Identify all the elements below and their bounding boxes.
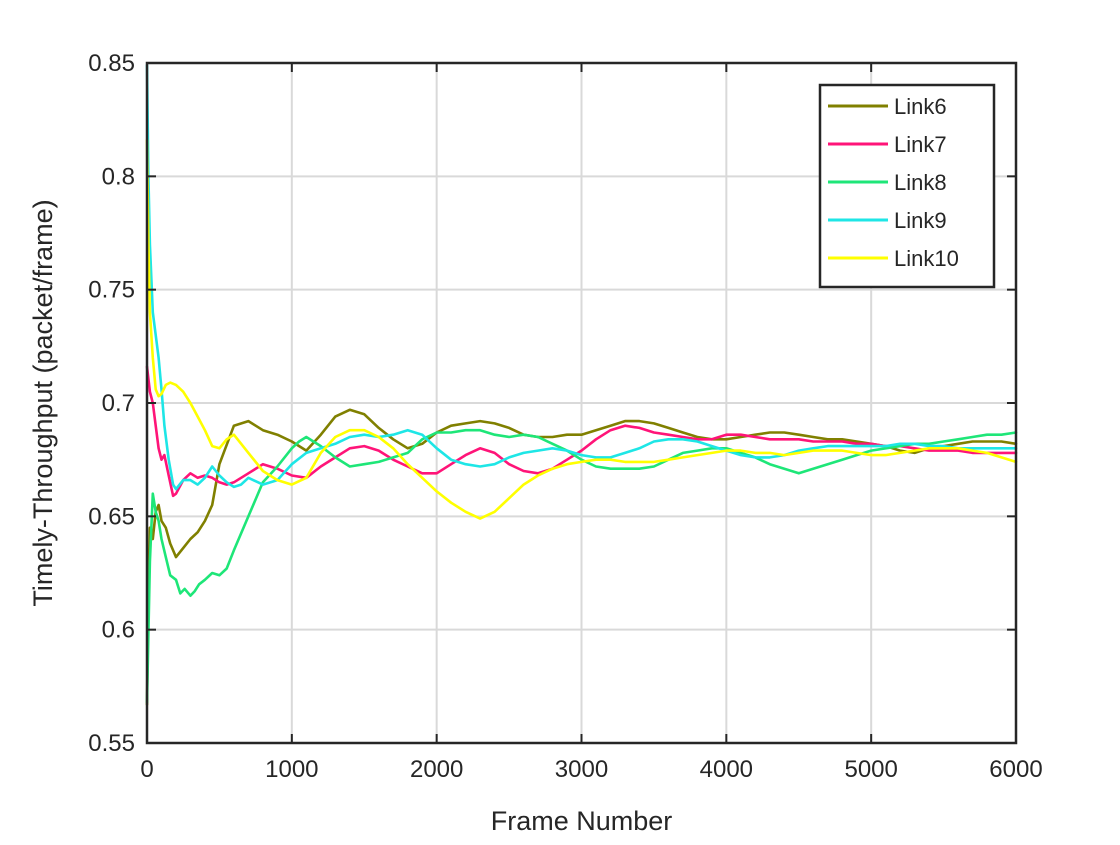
y-tick-label: 0.6: [102, 617, 135, 644]
series-line-link9: [145, 64, 1018, 491]
x-tick-label: 4000: [700, 756, 753, 783]
y-tick-label: 0.8: [102, 163, 135, 190]
series-line-link7: [145, 365, 1018, 498]
series-line-link6: [145, 408, 1018, 706]
legend-label-link10: Link10: [894, 246, 959, 271]
axis-ticks: 0 1000 2000 3000 4000 5000 6000 0.55 0.6 0.65 0.7 0…: [88, 50, 1042, 783]
legend: Link6 Link7 Link8 Link9 Link10: [818, 83, 996, 289]
legend-label-link6: Link6: [894, 94, 947, 119]
legend-box: [818, 83, 996, 289]
x-tick-label: 6000: [989, 756, 1042, 783]
x-tick-label: 0: [140, 756, 153, 783]
legend-label-link8: Link8: [894, 170, 947, 195]
data-series: [145, 64, 1018, 706]
axis-labels: Frame Number Timely-Throughput (packet/f…: [28, 199, 672, 836]
y-tick-label: 0.55: [88, 730, 135, 757]
series-line-link10: [145, 138, 1018, 520]
y-tick-label: 0.75: [88, 277, 135, 304]
series-line-link8: [145, 428, 1018, 704]
x-tick-label: 1000: [265, 756, 318, 783]
y-tick-label: 0.7: [102, 390, 135, 417]
x-tick-label: 5000: [844, 756, 897, 783]
x-tick-label: 3000: [555, 756, 608, 783]
x-axis-label: Frame Number: [491, 806, 673, 836]
legend-label-link7: Link7: [894, 132, 947, 157]
y-tick-label: 0.85: [88, 50, 135, 77]
x-tick-label: 2000: [410, 756, 463, 783]
y-axis-label: Timely-Throughput (packet/frame): [28, 199, 58, 606]
legend-label-link9: Link9: [894, 208, 947, 233]
y-tick-label: 0.65: [88, 503, 135, 530]
